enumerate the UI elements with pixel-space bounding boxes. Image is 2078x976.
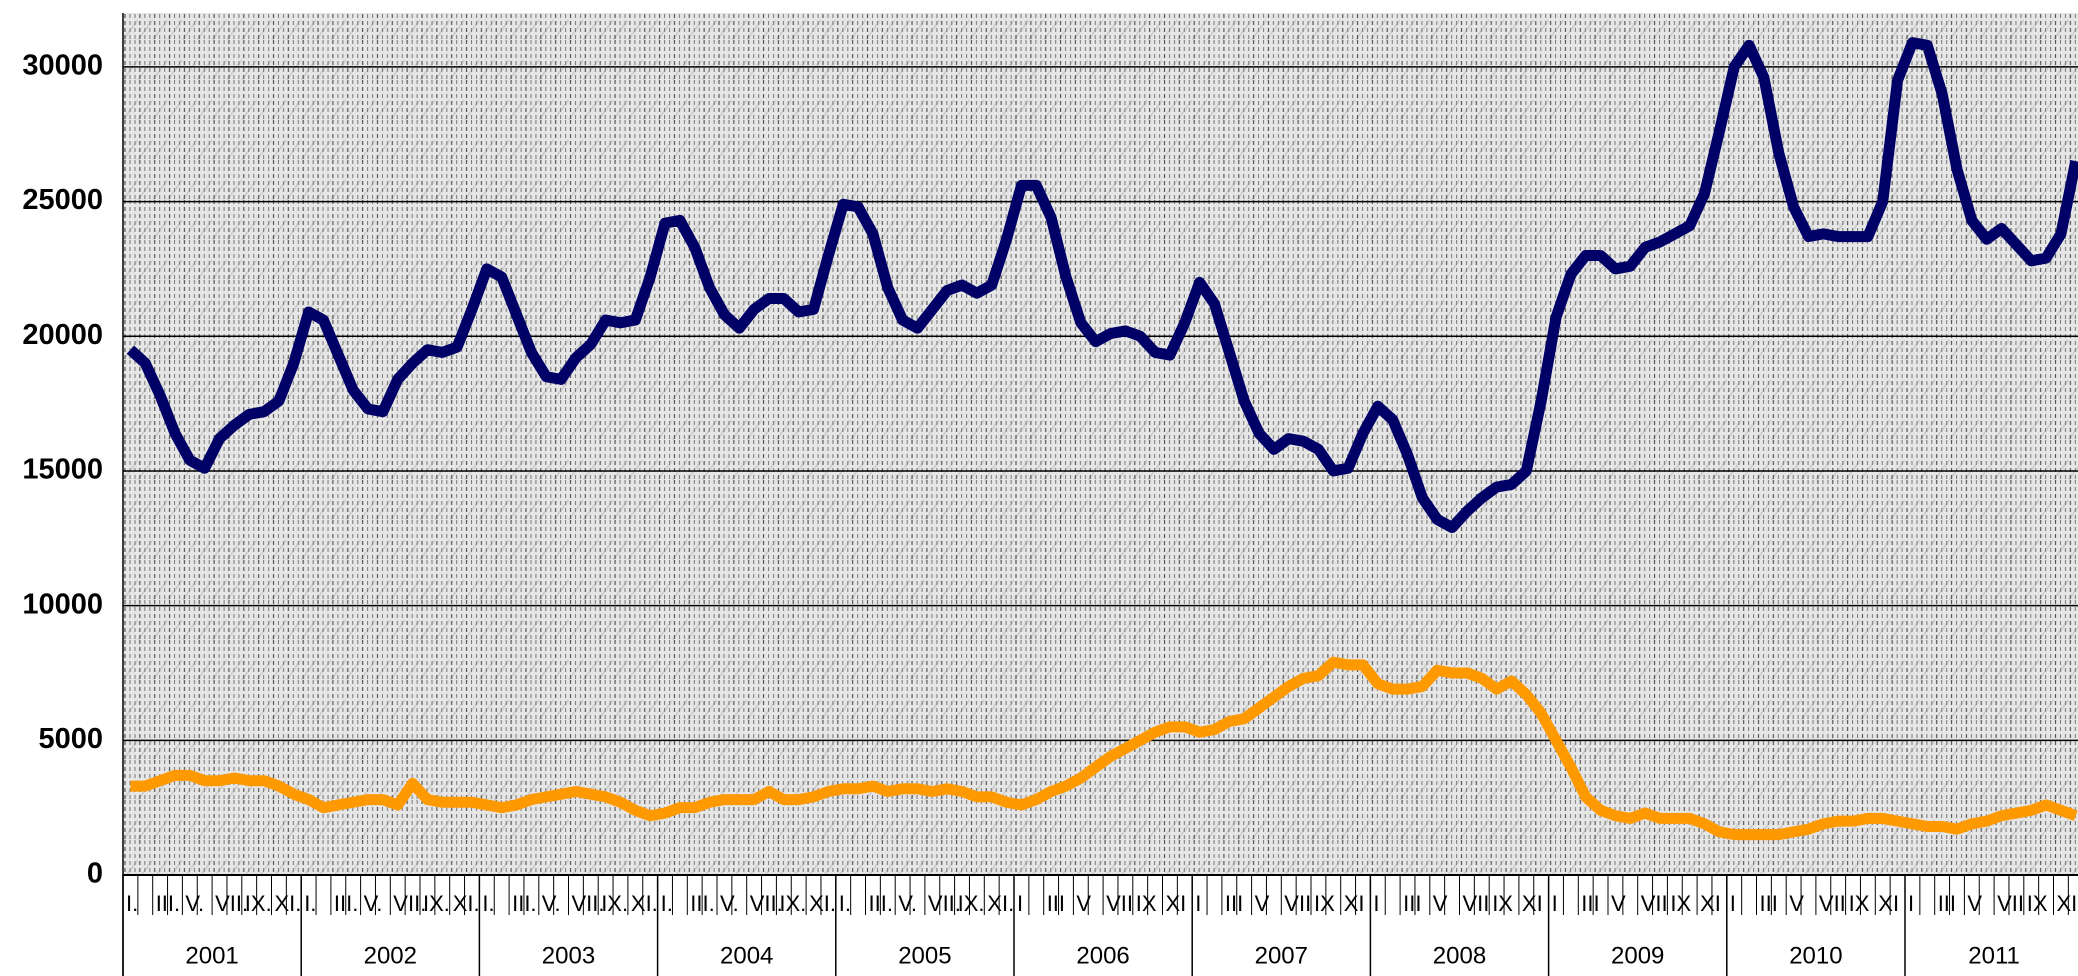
x-tick-label: I <box>1017 891 1023 916</box>
x-tick-label: III <box>1938 891 1956 916</box>
year-label: 2006 <box>1076 942 1129 969</box>
x-tick-label: VII <box>1463 891 1490 916</box>
x-tick-label: V. <box>542 891 561 916</box>
x-tick-label: V <box>1076 891 1091 916</box>
x-tick-label: I <box>1195 891 1201 916</box>
y-tick-label: 15000 <box>22 454 103 486</box>
x-tick-label: VII <box>1284 891 1311 916</box>
y-tick-label: 10000 <box>22 588 103 620</box>
x-tick-label: V <box>1789 891 1804 916</box>
x-tick-label: I <box>1552 891 1558 916</box>
x-tick-label: I <box>1730 891 1736 916</box>
x-tick-label: I. <box>839 891 851 916</box>
x-tick-label: III <box>1225 891 1243 916</box>
year-label: 2003 <box>542 942 595 969</box>
x-tick-label: IX. <box>779 891 806 916</box>
year-label: 2010 <box>1789 942 1842 969</box>
x-tick-label: XI <box>1878 891 1899 916</box>
x-tick-label: VII. <box>572 891 605 916</box>
x-tick-label: XI. <box>987 891 1014 916</box>
x-tick-label: III <box>1760 891 1778 916</box>
year-label: 2001 <box>185 942 238 969</box>
y-tick-label: 25000 <box>22 184 103 216</box>
x-tick-label: V. <box>898 891 917 916</box>
x-tick-label: I. <box>126 891 138 916</box>
x-tick-label: IX <box>1136 891 1157 916</box>
plot-background <box>123 13 2078 875</box>
x-tick-label: XI <box>2057 891 2078 916</box>
x-tick-label: I. <box>661 891 673 916</box>
x-tick-label: XI <box>1522 891 1543 916</box>
year-label: 2009 <box>1611 942 1664 969</box>
x-tick-label: V <box>1433 891 1448 916</box>
x-tick-label: V. <box>364 891 383 916</box>
x-tick-label: VII. <box>928 891 961 916</box>
x-tick-label: III <box>1403 891 1421 916</box>
x-tick-label: VII <box>1997 891 2024 916</box>
x-tick-label: VII. <box>750 891 783 916</box>
x-tick-label: XI. <box>275 891 302 916</box>
x-tick-label: V <box>1255 891 1270 916</box>
year-label: 2007 <box>1255 942 1308 969</box>
x-tick-label: XI <box>1344 891 1365 916</box>
x-tick-label: IX <box>2027 891 2048 916</box>
x-tick-label: I. <box>482 891 494 916</box>
year-label: 2005 <box>898 942 951 969</box>
x-tick-label: I. <box>304 891 316 916</box>
x-tick-label: IX. <box>601 891 628 916</box>
x-tick-label: V <box>1967 891 1982 916</box>
year-label: 2011 <box>1968 942 2020 969</box>
x-tick-label: XI <box>1166 891 1187 916</box>
year-label: 2004 <box>720 942 773 969</box>
x-tick-label: IX <box>1492 891 1513 916</box>
x-tick-label: V <box>1611 891 1626 916</box>
x-tick-label: IX <box>1314 891 1335 916</box>
x-tick-label: V. <box>185 891 204 916</box>
year-label: 2008 <box>1433 942 1486 969</box>
x-tick-label: IX. <box>423 891 450 916</box>
series-line <box>126 37 2078 534</box>
x-tick-label: III <box>1581 891 1599 916</box>
x-tick-label: IX <box>1849 891 1870 916</box>
x-tick-label: VII <box>1819 891 1846 916</box>
year-label: 2002 <box>364 942 417 969</box>
y-tick-label: 20000 <box>22 319 103 351</box>
x-tick-label: VII. <box>215 891 248 916</box>
x-tick-label: VII. <box>393 891 426 916</box>
x-tick-label: IX. <box>245 891 272 916</box>
x-tick-label: V. <box>720 891 739 916</box>
x-tick-label: IX <box>1670 891 1691 916</box>
y-tick-label: 0 <box>87 858 103 890</box>
x-tick-label: XI. <box>809 891 836 916</box>
x-tick-label: I <box>1908 891 1914 916</box>
x-tick-label: I <box>1373 891 1379 916</box>
x-tick-label: VII <box>1641 891 1668 916</box>
x-tick-label: IX. <box>958 891 985 916</box>
x-tick-label: III <box>1047 891 1065 916</box>
y-tick-label: 30000 <box>22 50 103 82</box>
y-tick-label: 5000 <box>38 723 103 755</box>
x-tick-label: XI. <box>453 891 480 916</box>
x-tick-label: XI <box>1700 891 1721 916</box>
series-line <box>130 656 2078 841</box>
x-tick-label: VII <box>1106 891 1133 916</box>
x-tick-label: XI. <box>631 891 658 916</box>
